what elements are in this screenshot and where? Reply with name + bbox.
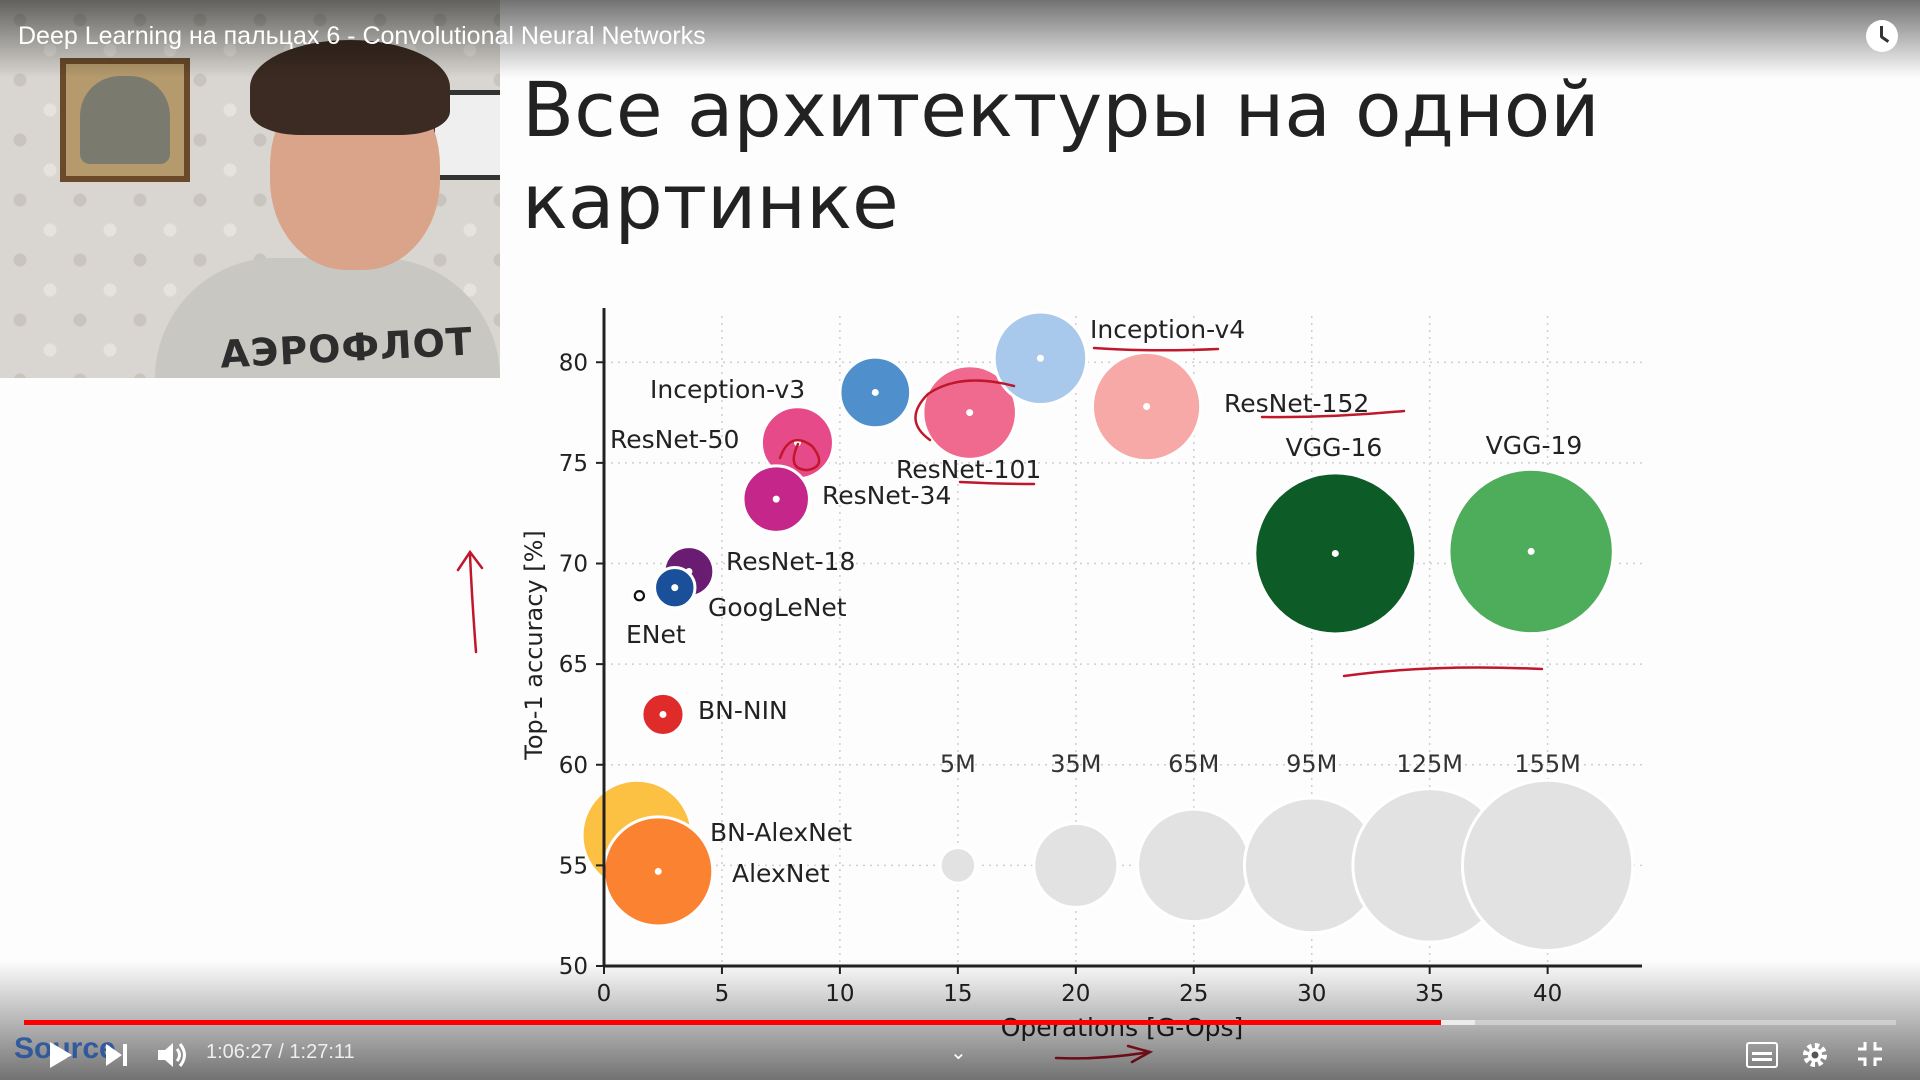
chevron-down-icon[interactable]: ⌄ (950, 1042, 967, 1064)
point-label-resnet-101: ResNet-101 (896, 455, 1041, 484)
point-label-vgg-16: VGG-16 (1286, 433, 1383, 462)
gear-icon (1803, 1043, 1827, 1067)
point-label-resnet-152: ResNet-152 (1224, 389, 1369, 418)
clock-icon[interactable] (1866, 20, 1898, 52)
y-tick-label-65: 65 (559, 652, 588, 678)
bubble-center-inception-v3 (871, 388, 879, 396)
bubble-center-resnet-34 (772, 495, 780, 503)
time-separator: / (272, 1041, 290, 1063)
progress-played (24, 1020, 1442, 1025)
point-label-resnet-50: ResNet-50 (610, 425, 739, 454)
fullscreen-exit-icon (1858, 1042, 1882, 1066)
point-label-resnet-34: ResNet-34 (822, 481, 951, 510)
point-label-inception-v4: Inception-v4 (1090, 315, 1245, 344)
annotation-underline-resnet-101 (958, 480, 1036, 486)
current-time: 1:06:27 (206, 1041, 273, 1063)
point-label-bn-alexnet: BN-AlexNet (710, 818, 852, 847)
bubble-center-alexnet (654, 867, 662, 875)
volume-icon (158, 1043, 186, 1067)
y-tick-label-70: 70 (559, 552, 588, 578)
size-legend-label-65m: 65M (1168, 750, 1219, 778)
point-label-alexnet: AlexNet (732, 859, 830, 888)
point-label-inception-v3: Inception-v3 (650, 375, 805, 404)
size-legend-bubble-35m (1032, 821, 1120, 909)
video-title[interactable]: Deep Learning на пальцах 6 - Convolution… (18, 22, 706, 50)
y-tick-label-75: 75 (559, 451, 588, 477)
annotation-underline-inception-v4 (1092, 346, 1220, 352)
size-legend-bubble-65m (1136, 807, 1252, 924)
bubble-center-enet (635, 592, 643, 600)
bubble-center-googlenet (671, 584, 679, 592)
slide-heading-line-2: картинке (522, 157, 899, 246)
next-button[interactable] (104, 1044, 130, 1068)
size-legend-label-155m: 155M (1514, 750, 1581, 778)
point-label-vgg-19: VGG-19 (1486, 431, 1583, 460)
annotation-underline-resnet-152 (1260, 409, 1406, 419)
progress-bar[interactable] (24, 1020, 1896, 1025)
y-tick-label-60: 60 (559, 753, 588, 779)
size-legend-bubble-5m (938, 846, 978, 885)
size-legend-label-95m: 95M (1286, 750, 1337, 778)
bubble-center-vgg-16 (1331, 549, 1339, 557)
size-legend-label-35m: 35M (1050, 750, 1101, 778)
point-label-enet: ENet (626, 620, 686, 649)
slide-heading: Все архитектуры на одной картинке (522, 64, 1822, 248)
cat-portrait-frame (60, 58, 190, 182)
annotation-arrow-up (456, 549, 484, 654)
point-label-googlenet: GoogLeNet (708, 593, 847, 622)
play-button[interactable] (44, 1040, 74, 1070)
bubble-center-resnet-101 (966, 409, 974, 417)
bubble-center-bn-nin (659, 710, 667, 718)
presenter-shirt (155, 258, 500, 378)
y-tick-label-80: 80 (559, 350, 588, 376)
point-label-resnet-18: ResNet-18 (726, 547, 855, 576)
bubble-center-resnet-152 (1143, 403, 1151, 411)
fullscreen-exit-button[interactable] (1856, 1040, 1884, 1068)
size-legend-label-125m: 125M (1396, 750, 1463, 778)
point-label-bn-nin: BN-NIN (698, 696, 788, 725)
annotation-underline-vgg (1342, 666, 1544, 678)
subtitles-button[interactable] (1746, 1042, 1778, 1068)
settings-button[interactable] (1800, 1040, 1830, 1070)
top-gradient (0, 0, 1920, 78)
slide-heading-line-1: Все архитектуры на одной (522, 65, 1600, 154)
volume-button[interactable] (156, 1040, 190, 1070)
size-legend-bubble-155m (1460, 778, 1635, 953)
time-display: 1:06:27 / 1:27:11 (206, 1041, 355, 1064)
annotation-circle-resnet-101 (914, 379, 1016, 442)
y-tick-label-55: 55 (559, 853, 588, 879)
duration: 1:27:11 (289, 1041, 355, 1063)
bubble-center-inception-v4 (1036, 354, 1044, 362)
annotation-scribble-resnet-50 (778, 438, 821, 472)
y-axis-label: Top-1 accuracy [%] (520, 530, 548, 761)
bubble-center-vgg-19 (1527, 547, 1535, 555)
size-legend-label-5m: 5M (940, 750, 976, 778)
